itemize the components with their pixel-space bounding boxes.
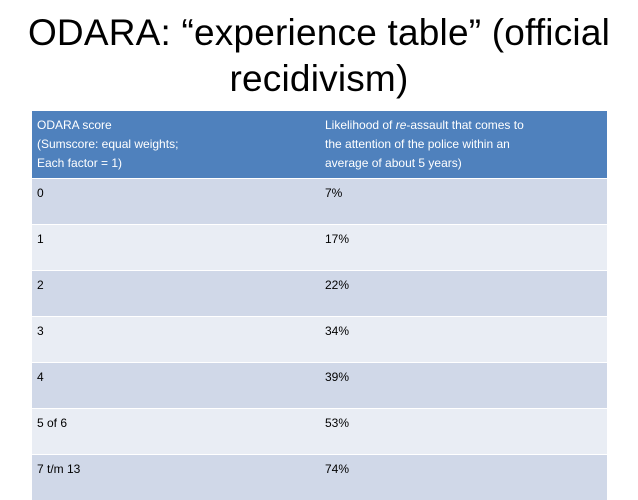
cell-score: 1 — [32, 225, 320, 271]
table-row: 1 17% — [32, 225, 607, 271]
table-row: 7 t/m 13 74% — [32, 455, 607, 500]
cell-likelihood: 39% — [320, 363, 607, 409]
header-col1-line1: ODARA score — [37, 116, 315, 135]
slide-title-line-1: ODARA: “experience table” (official — [22, 10, 616, 56]
table-header-row: ODARA score (Sumscore: equal weights; Ea… — [32, 111, 607, 179]
cell-likelihood: 17% — [320, 225, 607, 271]
cell-likelihood: 7% — [320, 179, 607, 225]
cell-likelihood: 74% — [320, 455, 607, 500]
header-col2-line2: the attention of the police within an — [325, 135, 602, 154]
cell-likelihood: 34% — [320, 317, 607, 363]
slide-title: ODARA: “experience table” (official reci… — [22, 10, 616, 102]
cell-score: 0 — [32, 179, 320, 225]
cell-score: 4 — [32, 363, 320, 409]
header-col2-line1-post: -assault that comes to — [406, 118, 523, 132]
table-row: 3 34% — [32, 317, 607, 363]
header-col2-line1-em: re — [396, 118, 407, 132]
experience-table: ODARA score (Sumscore: equal weights; Ea… — [32, 111, 607, 500]
header-col2-line3: average of about 5 years) — [325, 154, 602, 173]
header-col2-line1: Likelihood of re-assault that comes to — [325, 116, 602, 135]
table-row: 5 of 6 53% — [32, 409, 607, 455]
header-likelihood: Likelihood of re-assault that comes to t… — [320, 111, 607, 179]
header-col2-line1-pre: Likelihood of — [325, 118, 396, 132]
table-row: 2 22% — [32, 271, 607, 317]
table-row: 0 7% — [32, 179, 607, 225]
cell-likelihood: 53% — [320, 409, 607, 455]
cell-score: 5 of 6 — [32, 409, 320, 455]
cell-score: 2 — [32, 271, 320, 317]
header-odara-score: ODARA score (Sumscore: equal weights; Ea… — [32, 111, 320, 179]
cell-score: 7 t/m 13 — [32, 455, 320, 500]
header-col1-line2: (Sumscore: equal weights; — [37, 135, 315, 154]
table-row: 4 39% — [32, 363, 607, 409]
cell-likelihood: 22% — [320, 271, 607, 317]
cell-score: 3 — [32, 317, 320, 363]
header-col1-line3: Each factor = 1) — [37, 154, 315, 173]
slide-title-line-2: recidivism) — [22, 56, 616, 102]
